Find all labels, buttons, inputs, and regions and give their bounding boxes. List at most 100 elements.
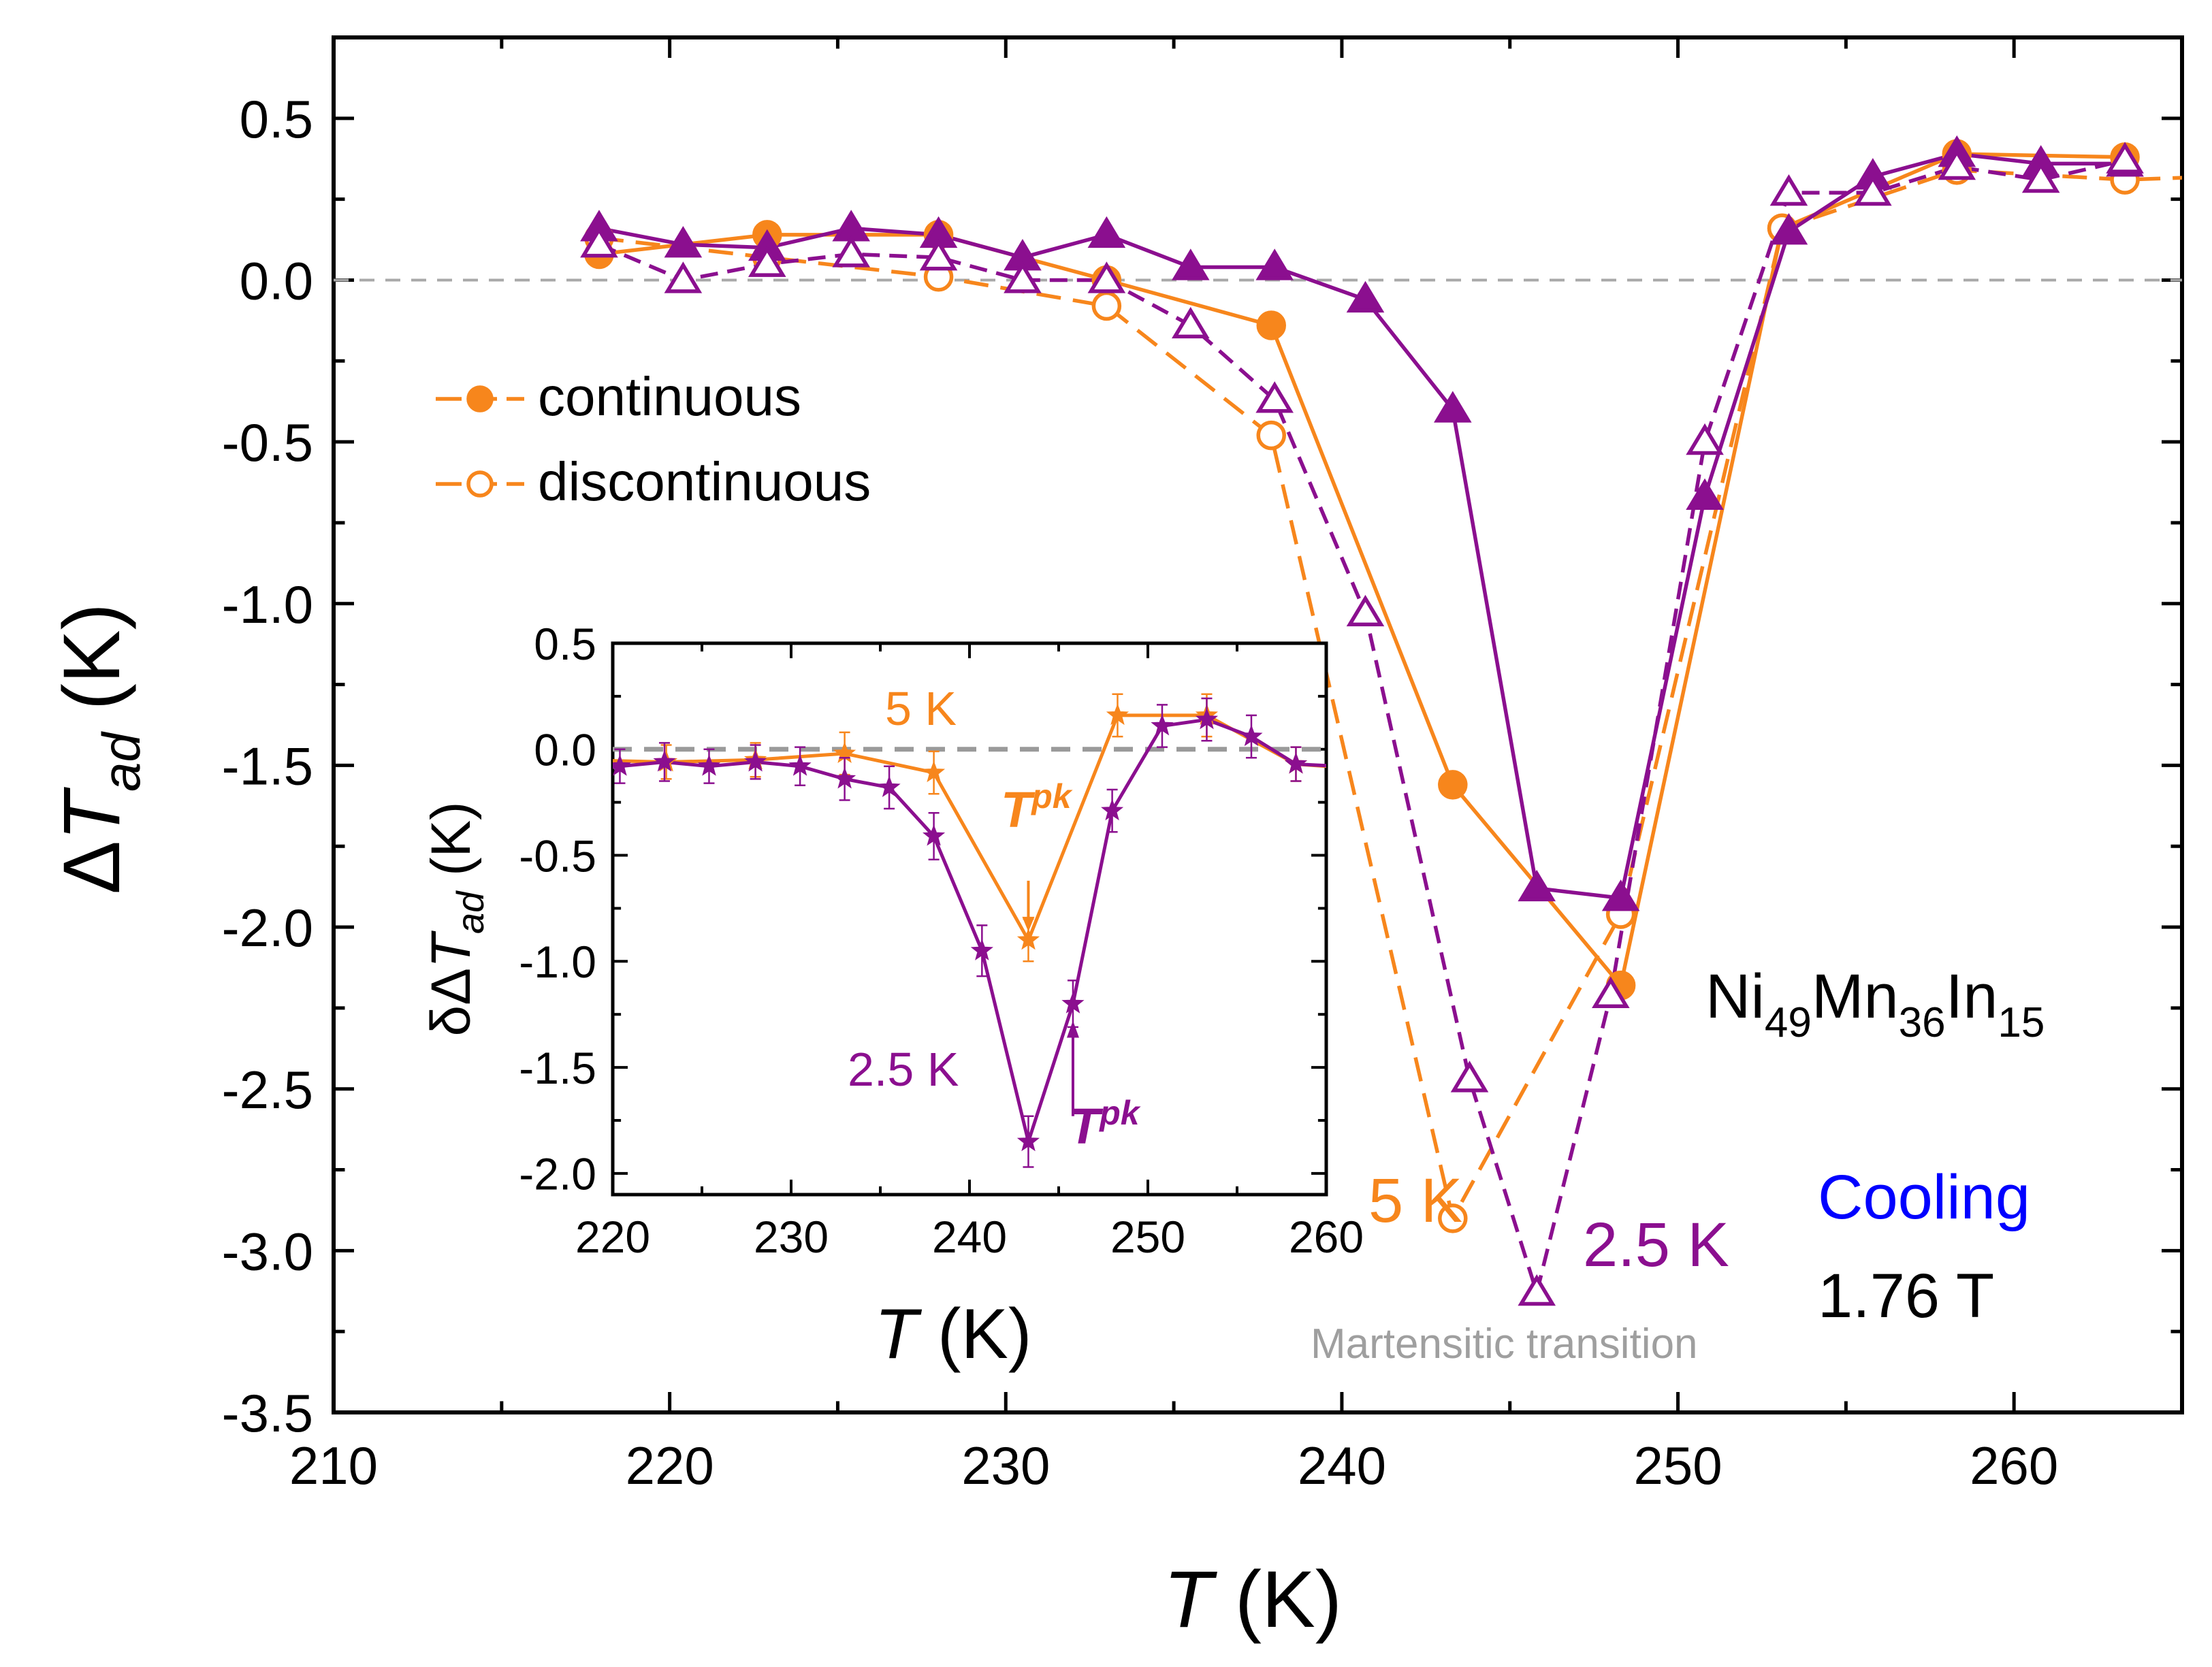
main-point-3 <box>1004 261 1042 293</box>
inset-point-1 <box>1061 992 1085 1014</box>
inset-xlabel: T (K) <box>874 1295 1031 1374</box>
inset-annotation-5k: 5 K <box>885 682 957 735</box>
legend-marker-discontinuous <box>466 470 494 498</box>
main-xtick-label: 230 <box>961 1436 1050 1495</box>
main-ytick-label: 0.5 <box>240 89 313 149</box>
inset-ytick-label: -1.0 <box>519 937 596 987</box>
main-point-2 <box>1686 478 1724 511</box>
main-point-3 <box>2021 161 2060 193</box>
text-layer: T (K) ΔTad (K) continuous discontinuous … <box>47 366 2045 1645</box>
inset-point-1 <box>697 754 721 776</box>
main-xtick-label: 210 <box>289 1436 378 1495</box>
inset-point-0 <box>1106 703 1129 726</box>
inset-ytick-label: 0.5 <box>534 619 596 669</box>
inset-xtick-label: 220 <box>575 1212 650 1262</box>
main-point-1 <box>1438 1203 1468 1233</box>
inset-point-1 <box>788 754 812 776</box>
main-point-2 <box>1434 391 1472 423</box>
main-point-2 <box>1171 248 1210 280</box>
main-point-3 <box>1686 423 1724 455</box>
inset-point-1 <box>923 824 946 846</box>
main-point-3 <box>2106 142 2144 174</box>
main-point-2 <box>664 225 703 258</box>
annotation-martensitic: Martensitic transition <box>1311 1321 1698 1367</box>
main-point-0 <box>1256 310 1286 340</box>
inset-point-1 <box>653 750 676 772</box>
main-point-3 <box>919 239 958 271</box>
main-point-3 <box>1087 261 1126 293</box>
main-ytick-label: -1.5 <box>222 736 313 796</box>
inset-point-1 <box>1151 714 1174 736</box>
main-point-0 <box>1438 770 1468 800</box>
inset-point-0 <box>923 760 946 783</box>
main-point-3 <box>664 261 703 293</box>
main-point-2 <box>1518 869 1556 902</box>
main-ytick-label: 0.0 <box>240 251 313 311</box>
inset-xtick-label: 230 <box>754 1212 829 1262</box>
main-point-2 <box>1255 248 1294 280</box>
legend-label-discontinuous: discontinuous <box>538 451 871 512</box>
main-ytick-label: -2.5 <box>222 1060 313 1120</box>
main-point-1 <box>1256 420 1286 451</box>
inset-series-group <box>613 693 1326 1168</box>
main-point-3 <box>1592 976 1630 1009</box>
main-ytick-label: -3.5 <box>222 1383 313 1443</box>
main-point-3 <box>832 236 870 268</box>
main-xtick-label: 220 <box>626 1436 714 1495</box>
main-point-3 <box>1854 174 1892 206</box>
annotation-field: 1.76 T <box>1818 1261 1994 1331</box>
inset-point-1 <box>1240 724 1263 747</box>
inset-point-1 <box>1101 798 1124 821</box>
main-point-2 <box>1346 280 1385 313</box>
main-point-3 <box>748 245 786 277</box>
main-point-3 <box>580 225 618 258</box>
main-xtick-label: 250 <box>1633 1436 1722 1495</box>
main-point-2 <box>1769 212 1808 245</box>
inset-annotation-tpk-orange: Tpk <box>1001 777 1073 838</box>
inset-point-1 <box>878 775 901 797</box>
main-point-3 <box>1518 1274 1556 1306</box>
main-series-group <box>580 135 2182 1306</box>
main-ytick-label: -3.0 <box>222 1221 313 1281</box>
inset-point-1 <box>744 750 767 772</box>
inset-ytick-label: -1.5 <box>519 1043 596 1093</box>
inset-xtick-label: 260 <box>1289 1212 1364 1262</box>
main-ytick-label: -1.0 <box>222 574 313 634</box>
annotation-2-5k-main: 2.5 K <box>1583 1210 1729 1280</box>
main-xtick-label: 260 <box>1970 1436 2058 1495</box>
inset-annotation-tpk-purple: Tpk <box>1069 1094 1141 1154</box>
inset-point-1 <box>1195 707 1219 730</box>
inset-annotation-2-5k: 2.5 K <box>848 1043 959 1096</box>
main-point-3 <box>1769 174 1808 206</box>
inset-point-1 <box>1016 1129 1040 1152</box>
inset-ytick-label: -2.0 <box>519 1149 596 1199</box>
inset-point-1 <box>613 754 632 776</box>
inset-point-1 <box>833 766 856 789</box>
inset-point-1 <box>1284 752 1308 774</box>
main-point-3 <box>1255 381 1294 413</box>
legend <box>436 385 524 498</box>
annotation-5k-main: 5 K <box>1368 1166 1462 1235</box>
inset-ytick-label: -0.5 <box>519 830 596 881</box>
main-xlabel: T (K) <box>1164 1555 1342 1645</box>
main-point-3 <box>1938 148 1976 180</box>
main-point-2 <box>1601 879 1640 911</box>
main-point-1 <box>1091 291 1122 321</box>
inset-point-1 <box>970 939 993 960</box>
main-frame <box>332 35 2184 1414</box>
inset-arrowhead-tpk-orange <box>1022 916 1035 932</box>
main-ytick-label: -2.0 <box>222 898 313 958</box>
inset-point-0 <box>1016 928 1040 950</box>
main-point-3 <box>1346 594 1385 627</box>
legend-label-continuous: continuous <box>538 366 801 427</box>
main-plot: 210 220 230 240 250 260 0.5 0.0 -0.5 -1.0 -1.5 -2.0… <box>222 35 2184 1495</box>
legend-marker-continuous <box>466 385 494 412</box>
main-xtick-label: 240 <box>1298 1436 1386 1495</box>
main-point-3 <box>1171 306 1210 339</box>
annotation-cooling: Cooling <box>1818 1163 2030 1232</box>
inset-xtick-label: 240 <box>932 1212 1007 1262</box>
inset-ylabel: δΔTad (K) <box>420 802 492 1037</box>
main-point-3 <box>1450 1061 1489 1093</box>
inset-plot: 220 230 240 250 260 0.5 0.0 -0.5 -1.0 -1.5 -2.0 <box>519 619 1364 1262</box>
